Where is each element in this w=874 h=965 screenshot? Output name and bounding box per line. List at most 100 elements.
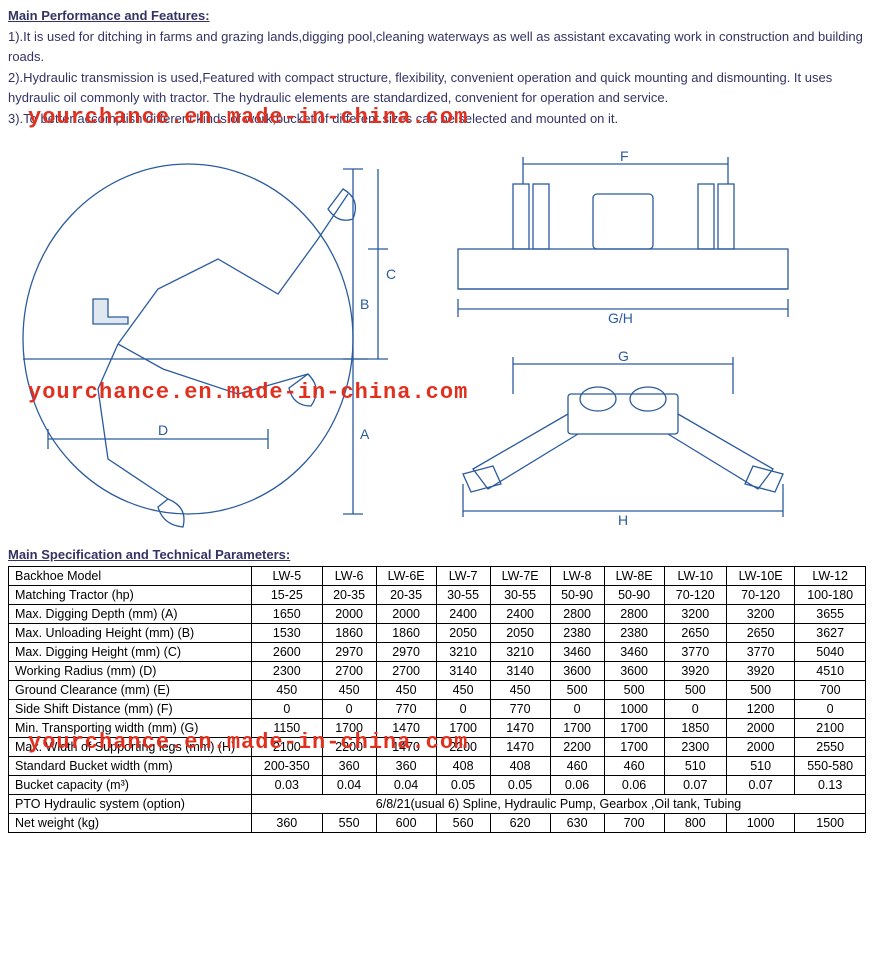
dim-label-f: F xyxy=(620,148,629,164)
cell: 3460 xyxy=(604,642,664,661)
cell: 1530 xyxy=(252,623,323,642)
row-label: Side Shift Distance (mm) (F) xyxy=(9,699,252,718)
cell: 15-25 xyxy=(252,585,323,604)
cell: 0.05 xyxy=(490,775,550,794)
cell: 1000 xyxy=(604,699,664,718)
cell: 510 xyxy=(726,756,794,775)
cell: 0.07 xyxy=(664,775,726,794)
spec-table: Backhoe ModelLW-5LW-6LW-6ELW-7LW-7ELW-8L… xyxy=(8,566,866,833)
dim-label-a: A xyxy=(360,426,370,442)
cell: 3200 xyxy=(726,604,794,623)
cell: 2200 xyxy=(322,737,376,756)
cell: 100-180 xyxy=(795,585,866,604)
main-performance-heading: Main Performance and Features: xyxy=(8,8,866,23)
cell: 408 xyxy=(436,756,490,775)
header-cell: LW-12 xyxy=(795,566,866,585)
table-row: Ground Clearance (mm) (E)450450450450450… xyxy=(9,680,866,699)
cell: 0.06 xyxy=(550,775,604,794)
cell: 1470 xyxy=(376,718,436,737)
cell: 500 xyxy=(664,680,726,699)
cell: 70-120 xyxy=(726,585,794,604)
cell: 460 xyxy=(604,756,664,775)
cell: 1700 xyxy=(550,718,604,737)
cell: 1650 xyxy=(252,604,323,623)
table-row: PTO Hydraulic system (option)6/8/21(usua… xyxy=(9,794,866,813)
cell: 360 xyxy=(376,756,436,775)
cell: 550-580 xyxy=(795,756,866,775)
cell: 2000 xyxy=(726,737,794,756)
cell: 2650 xyxy=(664,623,726,642)
technical-diagram: D A B C F G/H G H xyxy=(8,139,866,529)
cell: 1850 xyxy=(664,718,726,737)
header-cell: LW-8 xyxy=(550,566,604,585)
table-row: Standard Bucket width (mm)200-3503603604… xyxy=(9,756,866,775)
cell: 0 xyxy=(795,699,866,718)
cell: 500 xyxy=(550,680,604,699)
cell: 2050 xyxy=(436,623,490,642)
cell: 0 xyxy=(322,699,376,718)
cell: 2550 xyxy=(795,737,866,756)
header-cell: LW-8E xyxy=(604,566,664,585)
cell: 500 xyxy=(726,680,794,699)
cell: 360 xyxy=(322,756,376,775)
header-cell: LW-10 xyxy=(664,566,726,585)
cell: 30-55 xyxy=(490,585,550,604)
cell: 200-350 xyxy=(252,756,323,775)
cell: 5040 xyxy=(795,642,866,661)
cell: 0 xyxy=(436,699,490,718)
cell: 1700 xyxy=(322,718,376,737)
row-label: Bucket capacity (m³) xyxy=(9,775,252,794)
cell: 450 xyxy=(436,680,490,699)
table-row: Side Shift Distance (mm) (F)007700770010… xyxy=(9,699,866,718)
table-row: Matching Tractor (hp)15-2520-3520-3530-5… xyxy=(9,585,866,604)
cell: 1700 xyxy=(604,737,664,756)
header-cell: LW-5 xyxy=(252,566,323,585)
row-label: Working Radius (mm) (D) xyxy=(9,661,252,680)
table-row: Max. Width of Supporting legs (mm) (H)21… xyxy=(9,737,866,756)
dim-label-g: G xyxy=(618,348,629,364)
cell: 770 xyxy=(376,699,436,718)
cell: 700 xyxy=(604,813,664,832)
cell: 1470 xyxy=(490,737,550,756)
cell: 20-35 xyxy=(376,585,436,604)
cell: 70-120 xyxy=(664,585,726,604)
cell: 450 xyxy=(322,680,376,699)
dim-label-b: B xyxy=(360,296,369,312)
cell: 0.05 xyxy=(436,775,490,794)
cell: 2650 xyxy=(726,623,794,642)
cell: 3627 xyxy=(795,623,866,642)
cell: 500 xyxy=(604,680,664,699)
cell: 460 xyxy=(550,756,604,775)
cell: 50-90 xyxy=(604,585,664,604)
cell: 3600 xyxy=(604,661,664,680)
row-label: Max. Unloading Height (mm) (B) xyxy=(9,623,252,642)
row-label: Net weight (kg) xyxy=(9,813,252,832)
cell: 2300 xyxy=(252,661,323,680)
main-spec-heading: Main Specification and Technical Paramet… xyxy=(8,547,866,562)
cell: 2000 xyxy=(322,604,376,623)
row-label: Backhoe Model xyxy=(9,566,252,585)
cell: 1470 xyxy=(490,718,550,737)
cell: 3460 xyxy=(550,642,604,661)
row-label: Min. Transporting width (mm) (G) xyxy=(9,718,252,737)
row-label: Standard Bucket width (mm) xyxy=(9,756,252,775)
cell: 1860 xyxy=(322,623,376,642)
cell: 30-55 xyxy=(436,585,490,604)
row-label: PTO Hydraulic system (option) xyxy=(9,794,252,813)
feature-paragraph-2: 2).Hydraulic transmission is used,Featur… xyxy=(8,68,866,107)
cell: 2000 xyxy=(726,718,794,737)
cell: 2200 xyxy=(550,737,604,756)
cell: 0.03 xyxy=(252,775,323,794)
cell: 2400 xyxy=(490,604,550,623)
table-row: Max. Unloading Height (mm) (B)1530186018… xyxy=(9,623,866,642)
row-label: Matching Tractor (hp) xyxy=(9,585,252,604)
cell: 3920 xyxy=(726,661,794,680)
cell: 2300 xyxy=(664,737,726,756)
row-label: Ground Clearance (mm) (E) xyxy=(9,680,252,699)
cell: 3200 xyxy=(664,604,726,623)
cell: 0 xyxy=(550,699,604,718)
cell: 1000 xyxy=(726,813,794,832)
cell: 550 xyxy=(322,813,376,832)
cell: 1860 xyxy=(376,623,436,642)
cell: 0 xyxy=(252,699,323,718)
